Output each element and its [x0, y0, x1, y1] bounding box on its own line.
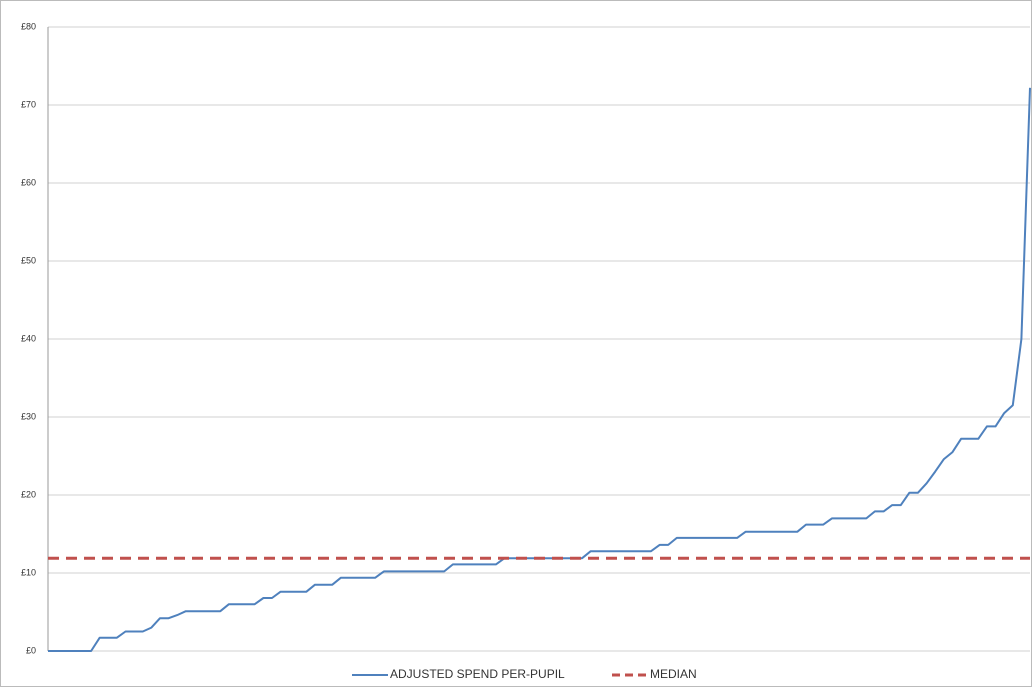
- y-tick-label: £0: [26, 645, 36, 655]
- y-tick-label: £70: [21, 99, 36, 109]
- y-tick-label: £60: [21, 177, 36, 187]
- y-tick-label: £30: [21, 411, 36, 421]
- y-tick-label: £10: [21, 567, 36, 577]
- y-tick-label: £40: [21, 333, 36, 343]
- legend-label: ADJUSTED SPEND PER-PUPIL: [390, 667, 565, 681]
- y-tick-label: £50: [21, 255, 36, 265]
- y-tick-label: £20: [21, 489, 36, 499]
- legend-label: MEDIAN: [650, 667, 697, 681]
- y-tick-label: £80: [21, 21, 36, 31]
